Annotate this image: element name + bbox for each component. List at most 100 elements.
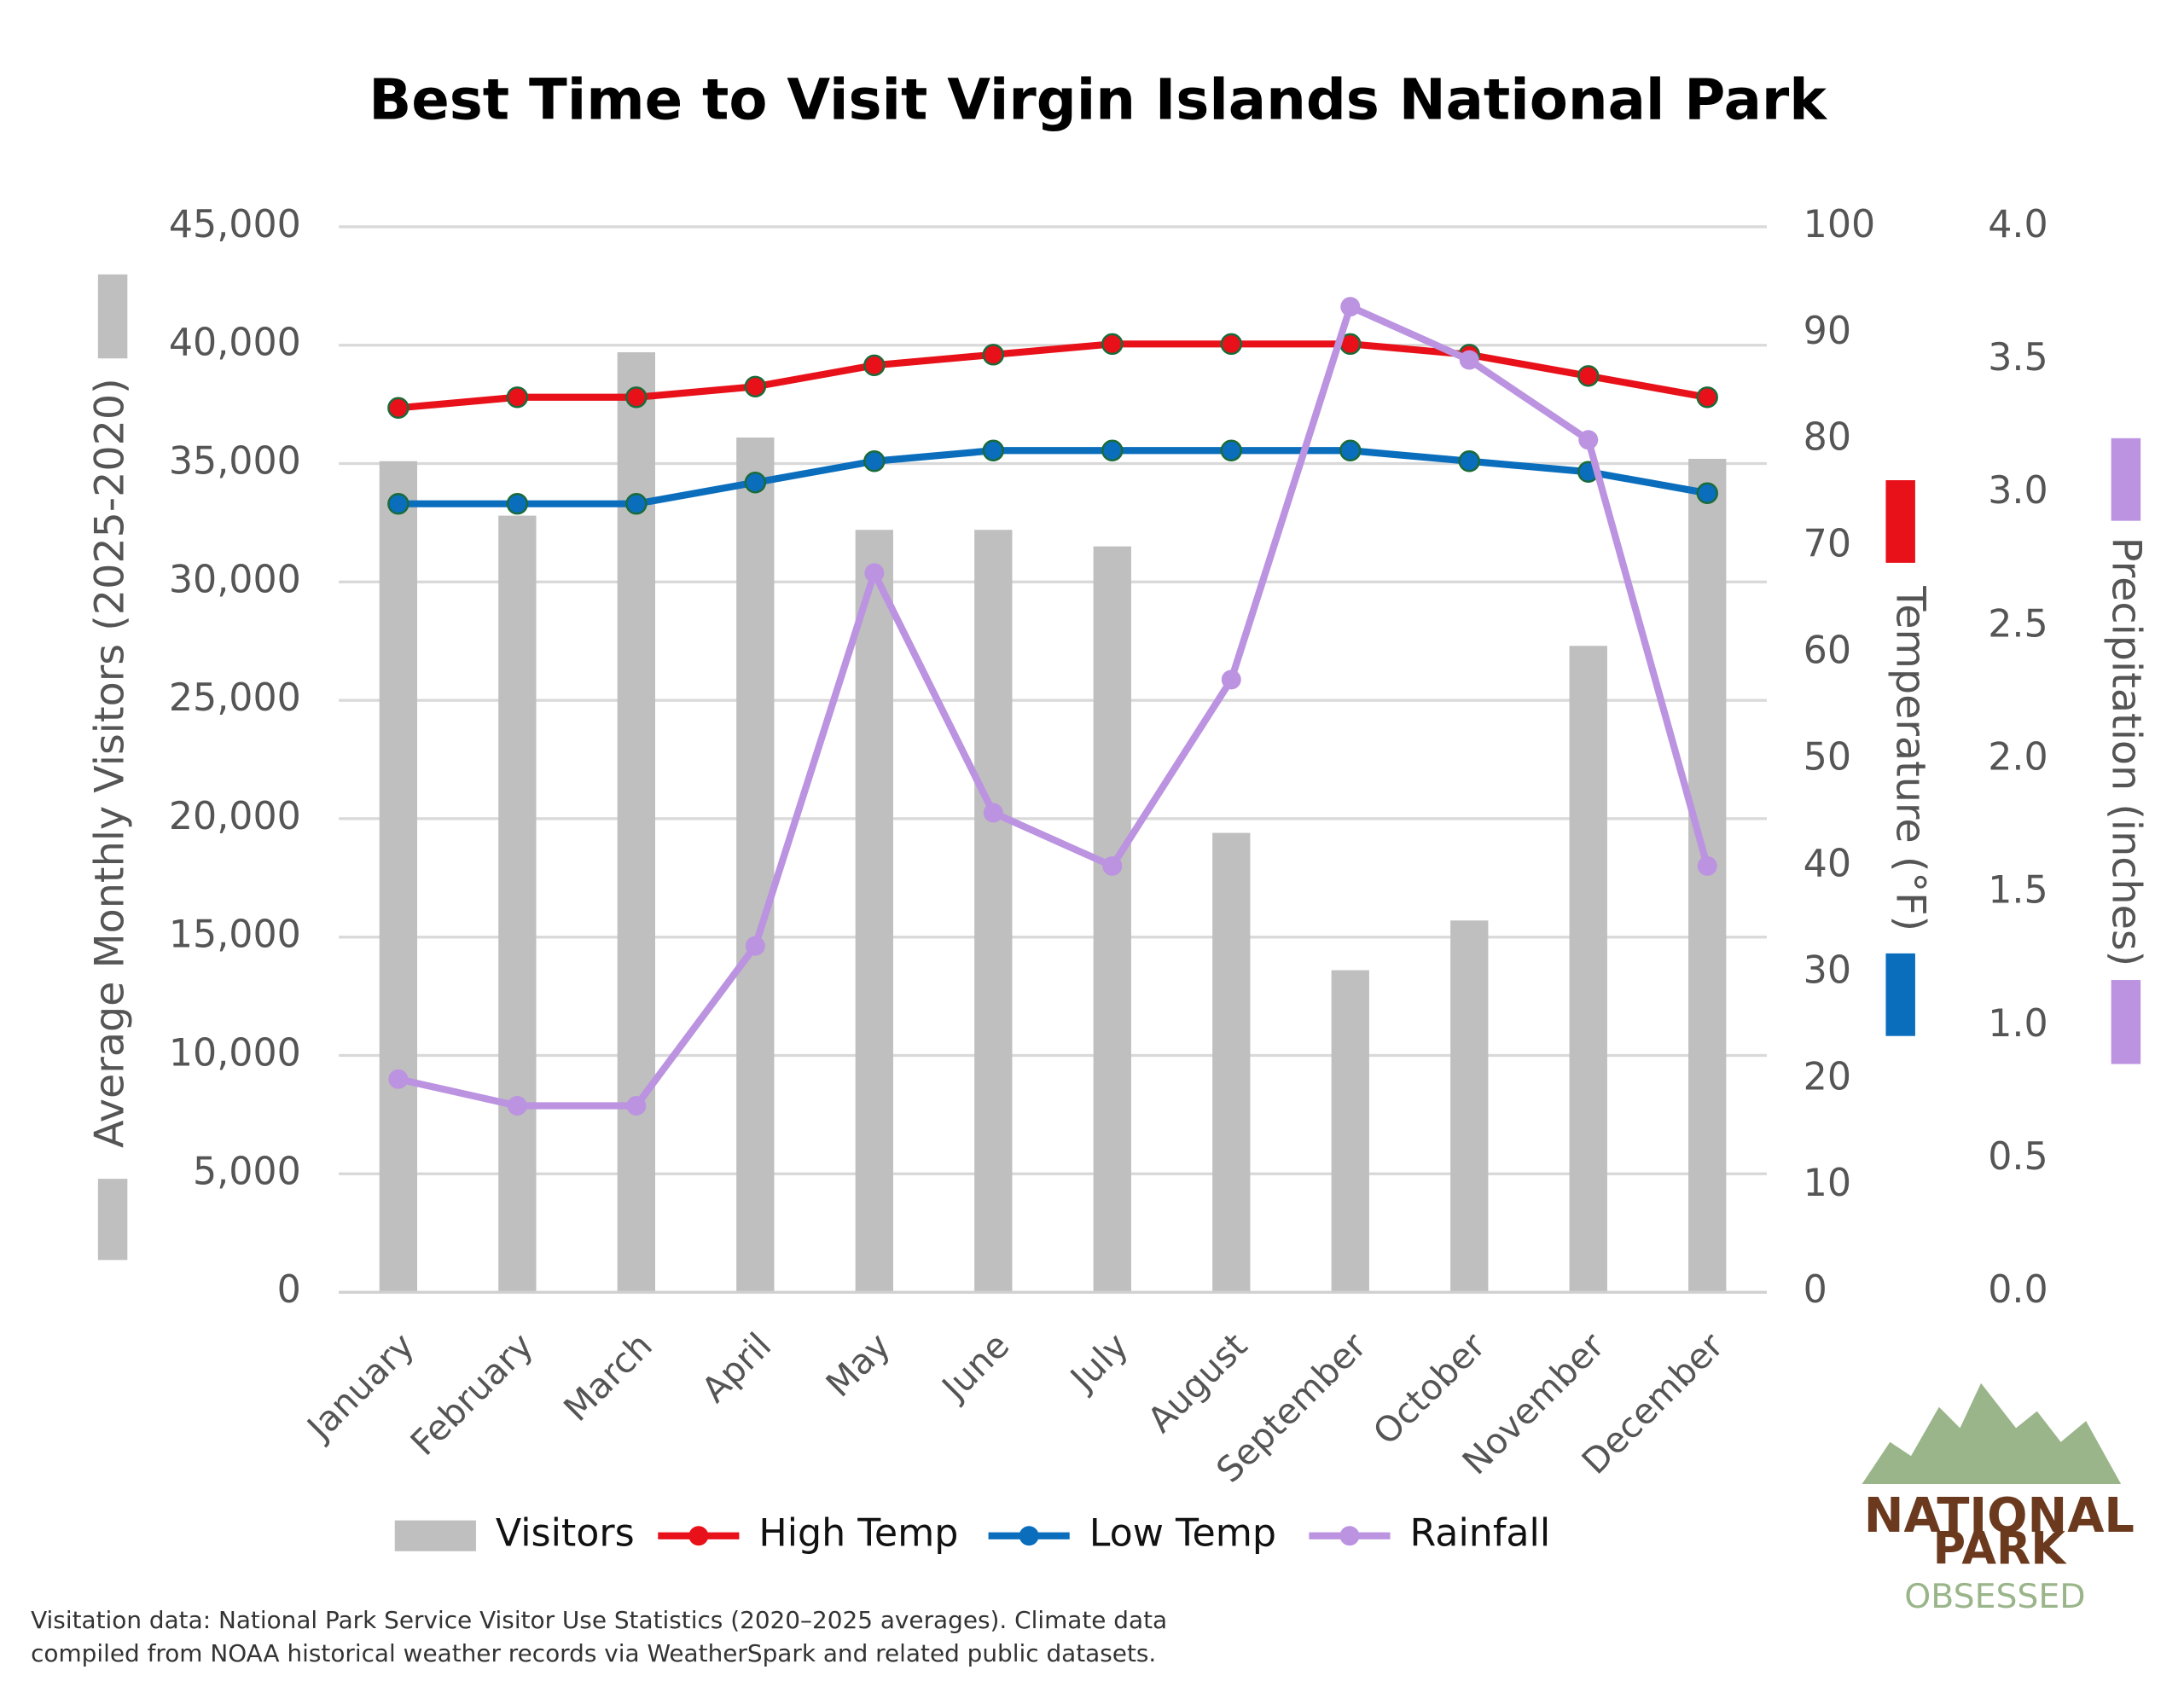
point xyxy=(1459,350,1479,370)
bar xyxy=(1093,546,1131,1293)
bar xyxy=(974,530,1013,1293)
point xyxy=(982,439,1005,461)
point xyxy=(744,472,767,494)
axis-swatch xyxy=(97,274,128,359)
x-tick-label: July xyxy=(1061,1325,1136,1400)
legend-label: Rainfall xyxy=(1410,1512,1551,1556)
point xyxy=(1221,670,1241,690)
point xyxy=(1577,365,1600,387)
x-tick-label: May xyxy=(818,1325,898,1405)
point xyxy=(1102,855,1123,876)
y2ticks-label: 0 xyxy=(1804,1268,1827,1312)
yticks-label: 30,000 xyxy=(169,558,301,601)
y3ticks-label: 2.0 xyxy=(1988,736,2048,780)
point xyxy=(506,492,529,515)
bar xyxy=(1212,832,1251,1293)
y2ticks-label: 100 xyxy=(1804,203,1876,246)
yticks-label: 5,000 xyxy=(193,1150,301,1193)
x-tick-label: April xyxy=(694,1325,779,1410)
logo-mountains xyxy=(1862,1383,2122,1484)
legend-label: Visitors xyxy=(496,1512,635,1556)
y2ticks-label: 30 xyxy=(1804,948,1851,992)
legend-swatch xyxy=(688,1526,709,1546)
yticks-label: 15,000 xyxy=(169,913,301,957)
y3ticks-label: 0.0 xyxy=(1988,1268,2048,1312)
point xyxy=(863,354,886,377)
point xyxy=(387,492,410,515)
y3ticks-label: 4.0 xyxy=(1988,203,2048,246)
source-note: Visitation data: National Park Service V… xyxy=(31,1606,1167,1634)
bar xyxy=(1569,646,1607,1293)
point xyxy=(1101,333,1124,356)
point xyxy=(863,450,886,472)
point xyxy=(1458,450,1480,472)
y2ticks-label: 10 xyxy=(1804,1162,1851,1205)
point xyxy=(1340,297,1361,317)
point xyxy=(626,1096,647,1116)
y3ticks-label: 3.0 xyxy=(1988,469,2048,513)
axis-swatch xyxy=(1885,953,1915,1036)
bar xyxy=(498,515,537,1293)
y3ticks-label: 1.0 xyxy=(1988,1002,2048,1046)
yticks-label: 20,000 xyxy=(169,795,301,838)
y2ticks-label: 70 xyxy=(1804,523,1851,566)
legend-swatch xyxy=(394,1520,476,1551)
y2ticks-label: 90 xyxy=(1804,310,1851,353)
legend-swatch xyxy=(1019,1526,1039,1546)
axis-swatch xyxy=(2111,980,2141,1064)
point xyxy=(1220,333,1242,356)
point xyxy=(983,803,1003,823)
point xyxy=(1578,430,1599,450)
logo-text: NATIONAL xyxy=(1864,1488,2135,1544)
y2ticks-label: 20 xyxy=(1804,1055,1851,1099)
point xyxy=(1220,439,1242,461)
y2ticks-label: 60 xyxy=(1804,629,1851,673)
y3ticks-label: 2.5 xyxy=(1988,602,2048,646)
legend-swatch xyxy=(1339,1526,1360,1546)
source-note: compiled from NOAA historical weather re… xyxy=(31,1639,1156,1667)
x-tick-label: March xyxy=(555,1325,659,1429)
point xyxy=(507,1096,527,1116)
point xyxy=(506,386,529,409)
point xyxy=(625,386,648,409)
legend-label: High Temp xyxy=(758,1512,958,1556)
bar xyxy=(1331,970,1369,1293)
axis-swatch xyxy=(1885,480,1915,563)
y3ticks-label: 1.5 xyxy=(1988,869,2048,913)
point xyxy=(387,397,410,420)
point xyxy=(1696,482,1718,504)
x-tick-label: February xyxy=(403,1325,541,1463)
x-tick-label: August xyxy=(1140,1325,1255,1440)
logo: NATIONAL PARK OBSESSED xyxy=(1862,1383,2135,1616)
point xyxy=(864,563,885,583)
y3-axis-title: Precipitation (inches) xyxy=(2102,537,2149,966)
point xyxy=(388,1069,409,1089)
yticks-label: 45,000 xyxy=(169,203,301,246)
line xyxy=(397,301,1711,1110)
point xyxy=(745,936,765,956)
logo-text: PARK xyxy=(1933,1522,2068,1574)
y2-axis-title: Temperature (°F) xyxy=(1887,585,1934,931)
y3ticks-label: 3.5 xyxy=(1988,336,2048,380)
bar xyxy=(1450,920,1489,1293)
bar xyxy=(379,461,418,1293)
line xyxy=(398,340,1708,412)
axis-swatch xyxy=(2111,438,2141,521)
legend-label: Low Temp xyxy=(1089,1512,1276,1556)
yticks-label: 40,000 xyxy=(169,322,301,365)
x-tick-label: January xyxy=(298,1325,422,1449)
point xyxy=(1696,386,1718,409)
logo-text: OBSESSED xyxy=(1904,1577,2085,1616)
point xyxy=(1697,855,1717,876)
axis-swatch xyxy=(97,1179,128,1261)
y2ticks-label: 40 xyxy=(1804,842,1851,885)
y3ticks-label: 0.5 xyxy=(1988,1135,2048,1179)
point xyxy=(1101,439,1124,461)
bar xyxy=(736,437,775,1293)
bar xyxy=(855,530,893,1293)
x-tick-label: June xyxy=(932,1325,1017,1409)
point xyxy=(744,375,767,398)
point xyxy=(1339,439,1362,461)
yticks-label: 0 xyxy=(277,1268,301,1312)
